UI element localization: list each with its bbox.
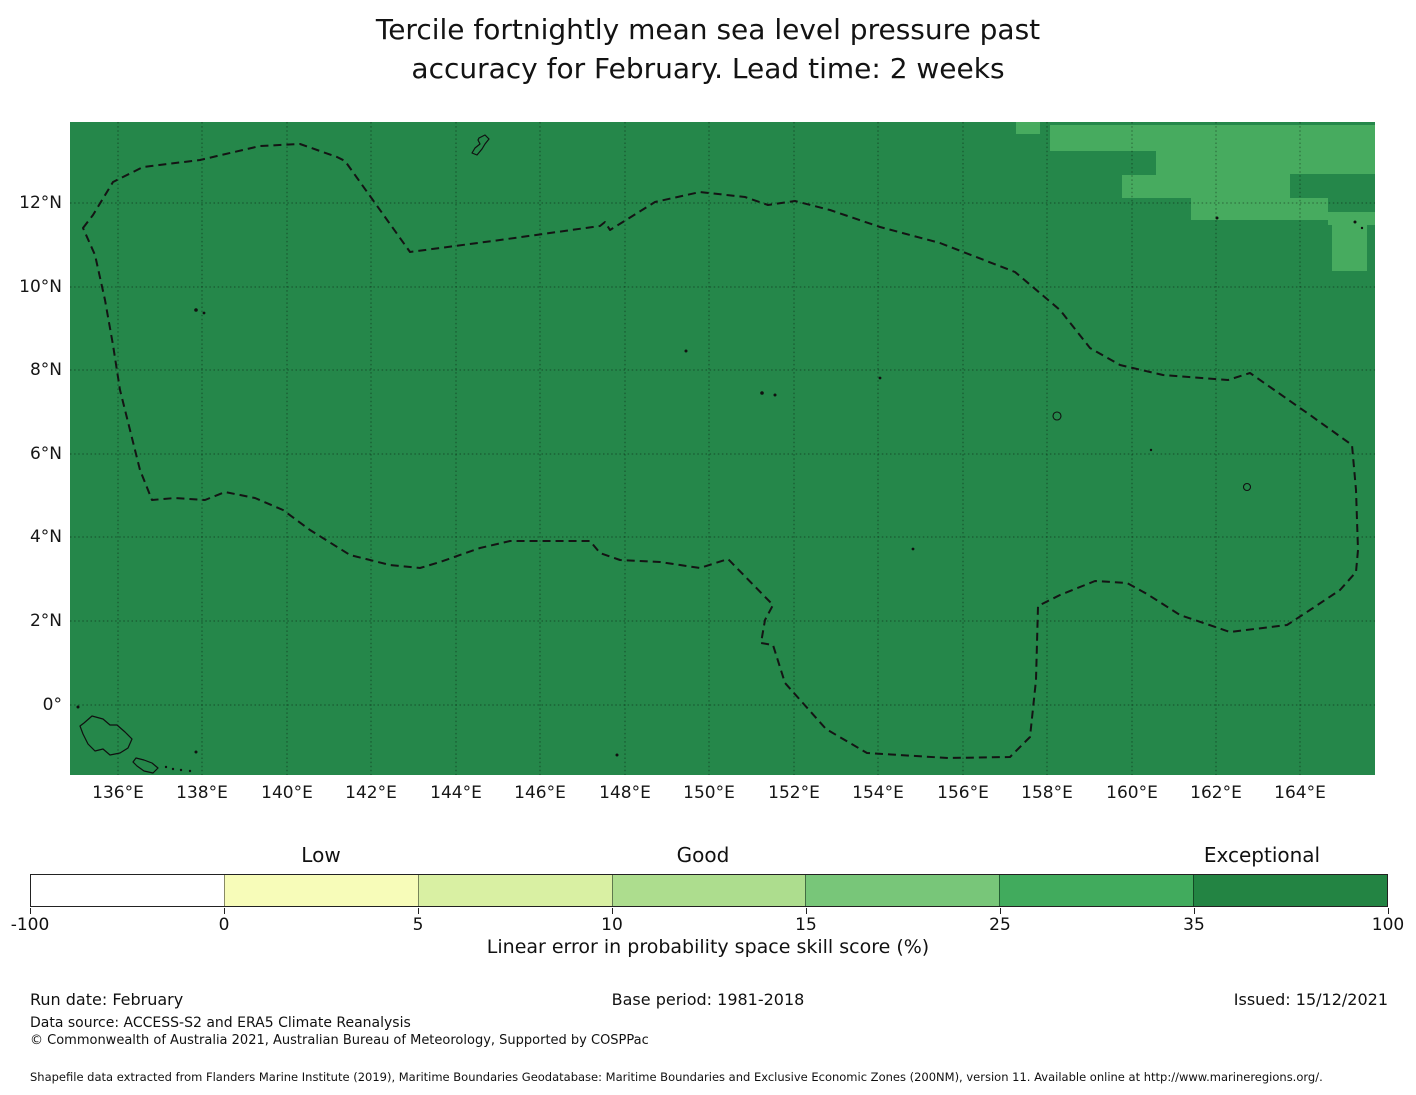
colorbar-tick-mark [1388, 908, 1389, 914]
chart-title-line1: Tercile fortnightly mean sea level press… [375, 13, 1041, 46]
lon-tick-label: 160°E [1106, 783, 1158, 803]
lat-tick-label: 8°N [29, 360, 62, 380]
colorbar-tick-label: 15 [795, 915, 817, 935]
colorbar-tick-label: -100 [10, 915, 50, 935]
colorbar-segment [1193, 875, 1388, 906]
colorbar-segment [611, 875, 806, 906]
skill-field-patch [1122, 175, 1156, 198]
skill-field-patch [1016, 122, 1040, 134]
chart-title: Tercile fortnightly mean sea level press… [0, 10, 1416, 88]
island-dot [911, 547, 915, 551]
colorbar-tick-mark [30, 908, 31, 914]
island-dot [1149, 448, 1153, 452]
skill-field-patch [1050, 125, 1375, 151]
island-dot [615, 753, 619, 757]
lat-tick-label: 2°N [29, 611, 62, 631]
lon-tick-label: 148°E [599, 783, 651, 803]
island-dot [179, 768, 183, 772]
colorbar-tick-mark [224, 908, 225, 914]
colorbar-segment [417, 875, 612, 906]
chart-title-line2: accuracy for February. Lead time: 2 week… [411, 52, 1005, 85]
lon-tick-label: 162°E [1190, 783, 1242, 803]
footer-run-date: Run date: February [30, 990, 184, 1009]
island-dot [1353, 220, 1357, 224]
colorbar-tick-mark [1000, 908, 1001, 914]
colorbar-tick-label: 5 [412, 915, 424, 935]
lat-tick-label: 10°N [19, 277, 62, 297]
island-dot [76, 705, 80, 709]
lat-tick-label: 6°N [29, 444, 62, 464]
lat-tick-label: 12°N [19, 193, 62, 213]
footer-base-period: Base period: 1981-2018 [611, 990, 805, 1009]
lon-tick-label: 144°E [430, 783, 482, 803]
island-dot [1215, 216, 1219, 220]
island-coastline [79, 715, 133, 756]
lon-tick-label: 136°E [92, 783, 144, 803]
island-dot [188, 769, 192, 773]
island-dot [1360, 226, 1364, 230]
lon-tick-label: 158°E [1021, 783, 1073, 803]
colorbar-category-label: Low [301, 843, 341, 867]
colorbar-tick-label: 25 [989, 915, 1011, 935]
island-dot [773, 393, 777, 397]
colorbar-segment [31, 875, 224, 906]
lon-tick-label: 142°E [345, 783, 397, 803]
colorbar-tick-mark [806, 908, 807, 914]
colorbar-axis-label: Linear error in probability space skill … [486, 936, 930, 958]
island-dot [164, 765, 168, 769]
island-dot [684, 349, 688, 353]
lon-tick-label: 152°E [768, 783, 820, 803]
island-atoll-outline [1052, 411, 1062, 421]
eez-boundary [82, 143, 1359, 759]
island-dot [194, 750, 198, 754]
skill-field-base [70, 122, 1375, 775]
lon-tick-label: 138°E [176, 783, 228, 803]
island-dot [171, 767, 175, 771]
lon-tick-label: 164°E [1274, 783, 1326, 803]
lat-tick-label: 0° [42, 695, 62, 715]
colorbar-tick-mark [1194, 908, 1195, 914]
lat-tick-label: 4°N [29, 527, 62, 547]
island-coastline [471, 134, 490, 156]
colorbar-tick-label: 10 [601, 915, 623, 935]
island-dot [760, 391, 764, 395]
skill-field-patch [1156, 151, 1290, 198]
colorbar-tick-mark [612, 908, 613, 914]
map-canvas [70, 122, 1375, 775]
colorbar-tick-mark [418, 908, 419, 914]
colorbar-segment [223, 875, 418, 906]
colorbar-tick-label: 0 [218, 915, 230, 935]
lon-tick-label: 154°E [852, 783, 904, 803]
lon-tick-label: 150°E [683, 783, 735, 803]
footer-issued-date: Issued: 15/12/2021 [1233, 990, 1388, 1009]
footer-copyright: © Commonwealth of Australia 2021, Austra… [30, 1033, 649, 1048]
skill-field-patch [1290, 151, 1375, 174]
colorbar-segment [999, 875, 1194, 906]
island-dot [194, 308, 198, 312]
colorbar-tick-label: 35 [1183, 915, 1205, 935]
colorbar-category-label: Exceptional [1203, 843, 1321, 867]
footer-data-source: Data source: ACCESS-S2 and ERA5 Climate … [30, 1015, 411, 1031]
map-plot-area [70, 122, 1375, 775]
lon-tick-label: 156°E [937, 783, 989, 803]
colorbar-segment [805, 875, 1000, 906]
island-dot [878, 376, 882, 380]
island-coastline [132, 757, 159, 774]
lon-tick-label: 140°E [261, 783, 313, 803]
island-atoll-outline [1242, 482, 1252, 492]
colorbar [30, 874, 1388, 907]
colorbar-category-label: Good [676, 843, 730, 867]
colorbar-tick-label: 100 [1371, 915, 1405, 935]
skill-field-patch [1191, 198, 1328, 220]
lon-tick-label: 146°E [514, 783, 566, 803]
island-dot [202, 311, 206, 315]
footer-shapefile-note: Shapefile data extracted from Flanders M… [30, 1070, 1323, 1084]
